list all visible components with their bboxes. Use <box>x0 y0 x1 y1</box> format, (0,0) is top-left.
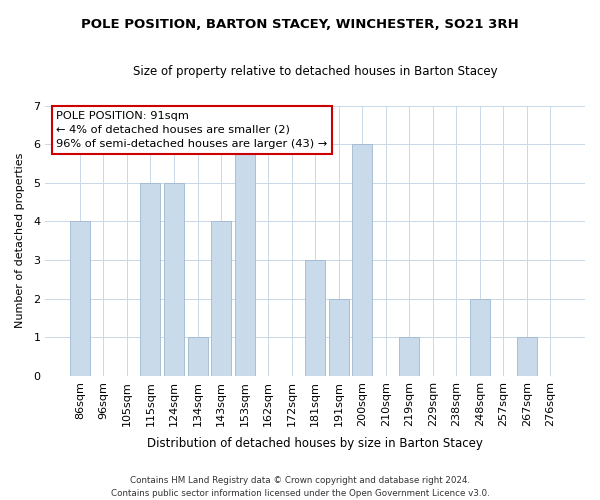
Bar <box>140 183 160 376</box>
Bar <box>211 222 231 376</box>
Bar <box>305 260 325 376</box>
X-axis label: Distribution of detached houses by size in Barton Stacey: Distribution of detached houses by size … <box>147 437 483 450</box>
Text: POLE POSITION: 91sqm
← 4% of detached houses are smaller (2)
96% of semi-detache: POLE POSITION: 91sqm ← 4% of detached ho… <box>56 111 328 149</box>
Bar <box>235 144 254 376</box>
Bar <box>517 338 537 376</box>
Text: POLE POSITION, BARTON STACEY, WINCHESTER, SO21 3RH: POLE POSITION, BARTON STACEY, WINCHESTER… <box>81 18 519 30</box>
Bar <box>352 144 372 376</box>
Bar <box>164 183 184 376</box>
Bar <box>470 298 490 376</box>
Bar <box>70 222 90 376</box>
Bar <box>399 338 419 376</box>
Bar <box>329 298 349 376</box>
Bar <box>188 338 208 376</box>
Title: Size of property relative to detached houses in Barton Stacey: Size of property relative to detached ho… <box>133 65 497 78</box>
Text: Contains HM Land Registry data © Crown copyright and database right 2024.
Contai: Contains HM Land Registry data © Crown c… <box>110 476 490 498</box>
Y-axis label: Number of detached properties: Number of detached properties <box>15 153 25 328</box>
